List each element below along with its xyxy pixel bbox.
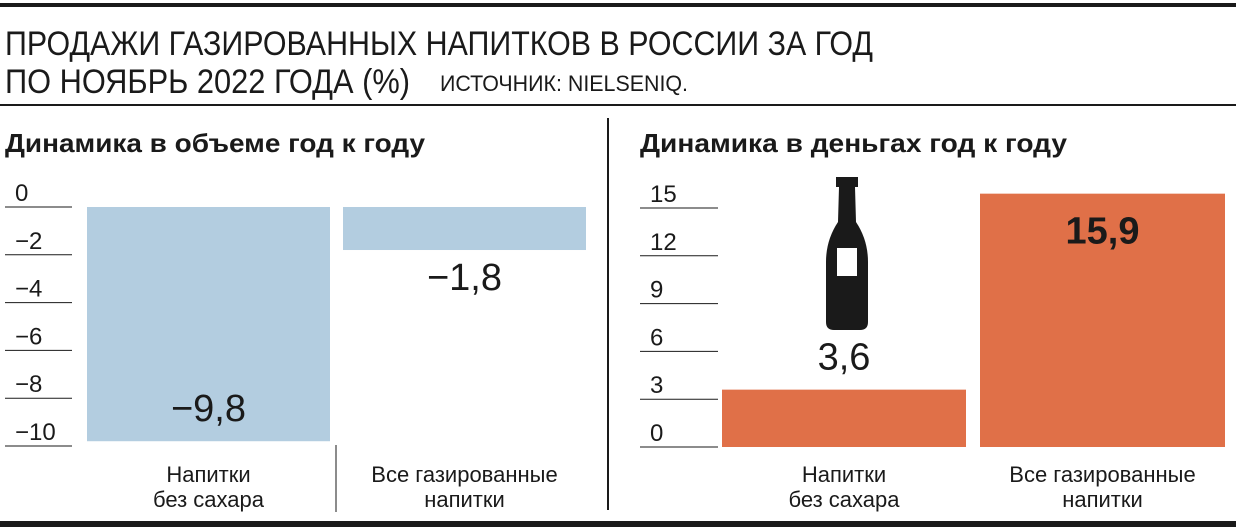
title-rule	[0, 104, 1236, 106]
x-tick-label: напитки	[424, 487, 505, 512]
y-tick-label: 0	[15, 180, 28, 207]
x-tick-label: Все газированные	[371, 462, 557, 487]
bar	[722, 389, 966, 447]
y-tick-label: 0	[650, 420, 663, 447]
bottle-icon	[826, 177, 868, 330]
y-tick-label: −4	[15, 276, 42, 303]
top-rule	[0, 3, 1236, 7]
y-tick-label: 15	[650, 181, 677, 208]
x-tick-label: Напитки	[166, 462, 250, 487]
y-tick-label: −8	[15, 371, 42, 398]
bar	[87, 207, 330, 442]
title-line: ПРОДАЖИ ГАЗИРОВАННЫХ НАПИТКОВ В РОССИИ З…	[5, 25, 873, 63]
title-line: ПО НОЯБРЬ 2022 ГОДА (%)	[5, 63, 410, 101]
bottom-rule	[0, 521, 1236, 527]
y-tick-label: −10	[15, 419, 56, 446]
x-tick-label: Напитки	[802, 462, 886, 487]
value-label: −9,8	[171, 388, 246, 430]
x-tick-label: без сахара	[789, 487, 901, 512]
source: ИСТОЧНИК: NIELSENIQ.	[440, 71, 688, 96]
value-label: 3,6	[818, 337, 871, 379]
chart-title: Динамика в объеме год к году	[5, 128, 426, 158]
y-tick-label: −6	[15, 323, 42, 350]
bar	[343, 207, 586, 251]
chart-title: Динамика в деньгах год к году	[640, 128, 1068, 158]
bar	[980, 193, 1225, 447]
x-tick-label: напитки	[1062, 487, 1143, 512]
y-tick-label: 9	[650, 277, 663, 304]
y-tick-label: −2	[15, 228, 42, 255]
value-label: 15,9	[1066, 211, 1140, 253]
y-tick-label: 3	[650, 372, 663, 399]
value-label: −1,8	[427, 257, 502, 299]
y-tick-label: 6	[650, 324, 663, 351]
x-tick-label: Все газированные	[1009, 462, 1195, 487]
y-tick-label: 12	[650, 229, 677, 256]
panel-divider	[607, 118, 609, 510]
x-tick-label: без сахара	[153, 487, 265, 512]
